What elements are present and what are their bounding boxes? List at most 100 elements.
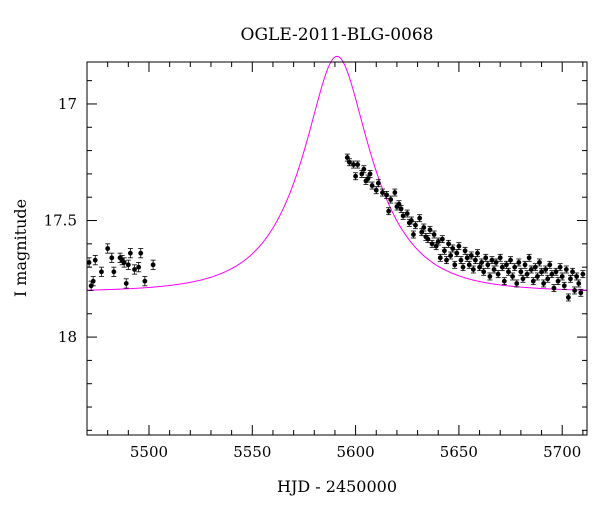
data-marker <box>497 255 503 261</box>
data-point <box>495 270 501 279</box>
data-marker <box>528 267 534 272</box>
data-point <box>551 284 557 293</box>
data-point <box>353 172 359 181</box>
data-marker <box>111 269 117 275</box>
data-point <box>561 281 567 290</box>
data-point <box>481 267 487 276</box>
plot-frame <box>86 61 588 436</box>
data-marker <box>380 190 385 195</box>
data-marker <box>439 236 445 242</box>
data-point <box>384 190 390 199</box>
data-marker <box>125 262 131 268</box>
data-point <box>431 230 437 239</box>
data-point <box>541 279 547 288</box>
data-point <box>425 235 431 244</box>
data-point <box>526 253 532 262</box>
data-marker <box>574 274 580 279</box>
data-point <box>123 278 129 289</box>
data-marker <box>437 255 443 261</box>
data-marker <box>138 250 144 256</box>
data-marker <box>132 267 137 272</box>
data-marker <box>520 276 526 282</box>
data-point <box>474 249 480 258</box>
data-point <box>487 272 493 281</box>
data-marker <box>501 278 507 284</box>
data-point <box>545 274 551 283</box>
data-marker <box>386 208 392 214</box>
data-point <box>516 258 522 267</box>
data-marker <box>460 264 466 270</box>
data-point <box>456 242 462 251</box>
data-marker <box>448 253 454 258</box>
data-marker <box>481 269 487 275</box>
data-point <box>136 262 142 273</box>
data-marker <box>468 253 474 258</box>
data-marker <box>495 271 501 277</box>
data-point <box>505 267 511 276</box>
data-point <box>530 277 536 286</box>
data-point <box>373 186 379 195</box>
data-marker <box>566 295 571 300</box>
data-marker <box>388 197 394 202</box>
data-marker <box>578 290 584 296</box>
data-point <box>437 253 443 262</box>
data-marker <box>351 162 356 167</box>
x-axis-label: HJD - 2450000 <box>277 477 397 496</box>
data-point <box>90 276 96 287</box>
data-marker <box>462 248 468 254</box>
data-marker <box>568 276 573 282</box>
data-marker <box>421 225 427 230</box>
data-marker <box>493 260 499 265</box>
data-marker <box>510 274 516 279</box>
data-point <box>408 216 414 225</box>
data-point <box>462 246 468 255</box>
data-point <box>127 248 133 259</box>
data-marker <box>508 257 513 263</box>
data-points-layer <box>86 153 586 302</box>
data-marker <box>442 248 447 254</box>
data-point <box>508 256 514 265</box>
data-marker <box>90 278 96 284</box>
data-point <box>483 253 489 262</box>
data-marker <box>123 281 129 286</box>
data-point <box>501 277 507 286</box>
data-point <box>491 265 497 274</box>
data-marker <box>361 166 367 172</box>
data-marker <box>427 227 433 233</box>
data-marker <box>375 180 381 186</box>
data-marker <box>518 269 524 275</box>
data-point <box>392 188 398 197</box>
data-marker <box>142 278 148 284</box>
data-point <box>450 244 456 253</box>
data-marker <box>524 271 530 277</box>
data-point <box>468 251 474 260</box>
data-marker <box>489 257 495 263</box>
data-marker <box>559 274 565 279</box>
data-point <box>138 248 144 259</box>
data-point <box>388 195 394 204</box>
data-marker <box>530 278 536 284</box>
data-marker <box>561 283 567 289</box>
data-point <box>98 266 104 277</box>
data-marker <box>479 260 485 265</box>
data-point <box>400 211 406 220</box>
data-marker <box>411 232 416 237</box>
data-point <box>454 249 460 258</box>
data-point <box>452 260 458 269</box>
data-marker <box>532 264 538 270</box>
data-point <box>386 207 392 216</box>
data-point <box>410 230 416 239</box>
data-marker <box>466 262 472 268</box>
data-point <box>532 263 538 272</box>
data-marker <box>487 274 493 279</box>
data-marker <box>454 250 460 256</box>
data-marker <box>431 232 437 237</box>
data-marker <box>572 288 578 293</box>
data-marker <box>425 236 431 242</box>
data-point <box>543 265 549 274</box>
data-marker <box>446 241 451 247</box>
model-curve <box>86 55 588 291</box>
data-point <box>520 274 526 283</box>
data-point <box>355 160 361 169</box>
data-marker <box>557 264 563 270</box>
